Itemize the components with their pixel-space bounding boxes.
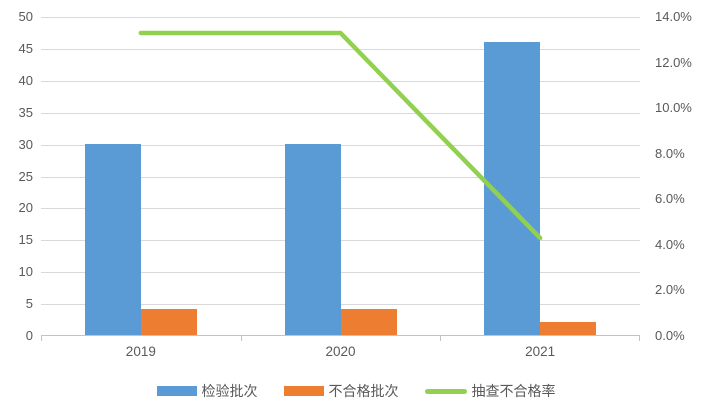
x-axis-tick [41,336,42,341]
x-axis-tick [240,336,242,341]
bar-不合格批次-2021 [540,322,597,335]
left-axis-tick-label: 0 [25,328,33,343]
rate-line-series [138,30,543,241]
legend-item-failure-rate: 抽查不合格率 [424,381,556,401]
gridline [41,240,640,242]
left-axis-tick-label: 10 [18,264,33,280]
left-axis-tick-label: 30 [18,136,33,152]
left-axis-tick-label: 5 [25,296,33,312]
left-axis-tick-label: 50 [18,9,33,24]
right-axis-tick-label: 0.0% [655,328,685,343]
bar-检验批次-2019 [84,143,141,335]
legend-label: 检验批次 [201,383,258,399]
left-axis-tick-label: 35 [18,104,33,120]
bar-不合格批次-2020 [340,309,397,335]
bar-swatch-icon [283,386,324,396]
gridline [41,208,640,210]
gridline [41,48,640,50]
x-axis-tick [639,336,640,341]
right-axis-tick-label: 4.0% [655,236,685,252]
gridline [41,272,640,274]
right-axis: 0.0% 2.0% 4.0% 6.0% 8.0% 10.0% 12.0% 14.0% [655,0,712,413]
x-axis-category-label: 2020 [325,344,356,359]
x-axis: 2019 2020 2021 [41,344,640,362]
gridline [41,80,640,82]
legend-item-inspection-batches: 检验批次 [156,381,258,401]
right-axis-tick-label: 2.0% [655,282,685,298]
x-axis-category-label: 2019 [125,344,156,359]
right-axis-tick-label: 10.0% [655,100,692,116]
plot-area [41,17,640,341]
right-axis-tick-label: 14.0% [655,9,692,24]
left-axis-tick-label: 20 [18,200,33,216]
right-axis-tick-label: 6.0% [655,191,685,207]
gridline [41,112,640,114]
x-axis-line [41,335,640,336]
legend-label: 不合格批次 [328,383,399,399]
left-axis-tick-label: 40 [18,72,33,88]
left-axis-tick-label: 15 [18,232,33,248]
left-axis-tick-label: 45 [18,40,33,56]
line-swatch-icon [424,388,467,394]
bar-不合格批次-2019 [140,309,197,335]
gridline [41,17,640,18]
bar-检验批次-2020 [284,143,341,335]
legend: 检验批次 不合格批次 抽查不合格率 [0,381,712,401]
legend-item-unqualified-batches: 不合格批次 [283,381,399,401]
left-axis: 0 5 10 15 20 25 30 35 40 45 50 [0,0,33,413]
left-axis-tick-label: 25 [18,168,33,184]
x-axis-tick [440,336,442,341]
gridline [41,304,640,306]
legend-label: 抽查不合格率 [471,383,556,399]
gridline [41,176,640,178]
bar-swatch-icon [156,386,197,396]
right-axis-tick-label: 12.0% [655,54,692,70]
rate-line [138,30,543,241]
x-axis-category-label: 2021 [525,344,556,359]
right-axis-tick-label: 8.0% [655,145,685,161]
gridline [41,144,640,146]
